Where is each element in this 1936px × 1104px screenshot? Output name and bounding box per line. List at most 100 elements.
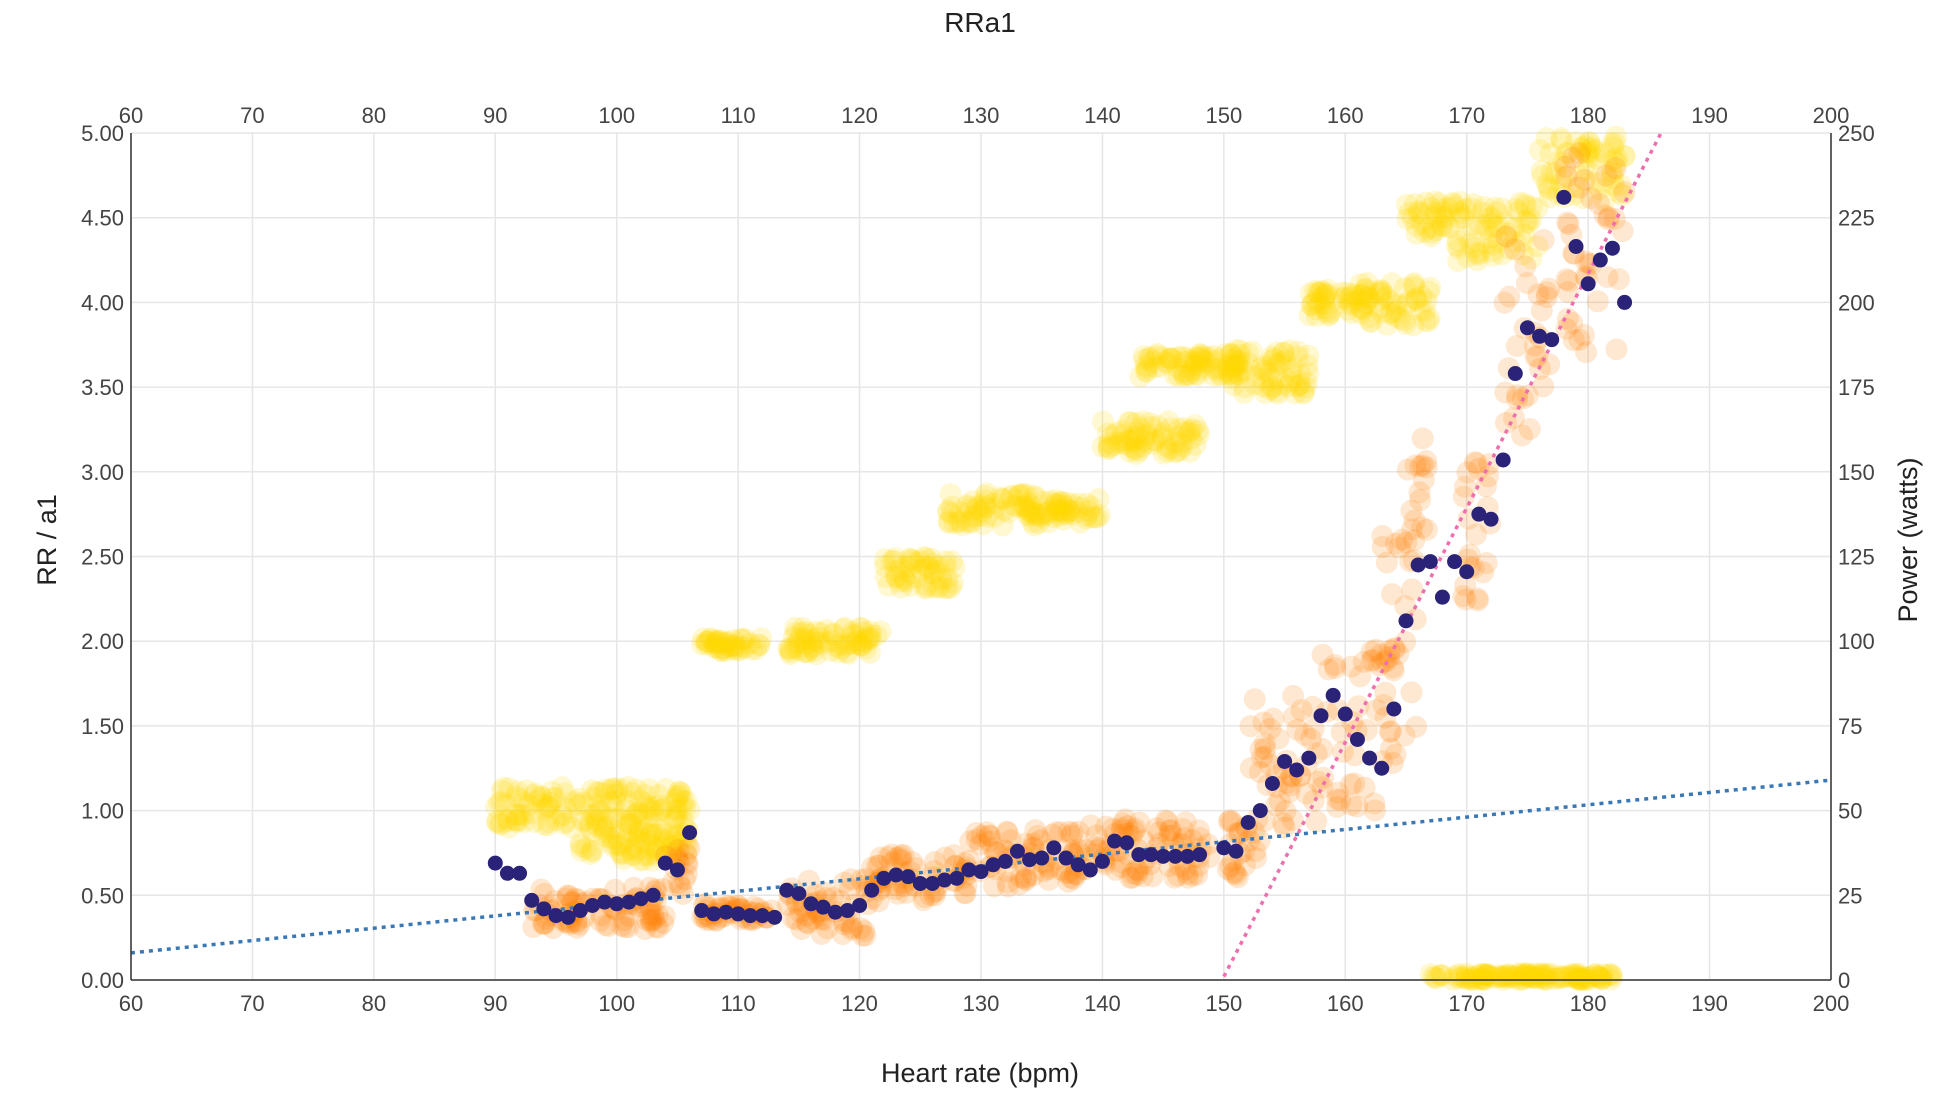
rr-a1-raw-point (531, 912, 554, 935)
power-point (1404, 288, 1427, 311)
rr-a1-raw-point (996, 871, 1019, 894)
rr-a1-raw-point (1104, 858, 1127, 881)
y-tick-label: 3.00 (81, 460, 124, 485)
power-point (645, 838, 668, 861)
power-point (1512, 243, 1535, 266)
power-point (810, 632, 833, 655)
rr-a1-raw-point (810, 908, 833, 931)
power-point (1367, 281, 1390, 304)
power-point (1122, 429, 1145, 452)
power-point (634, 797, 657, 820)
y-tick-label: 0.00 (81, 968, 124, 993)
power-point (1570, 967, 1593, 990)
power-point (1550, 967, 1573, 990)
power-point (1023, 485, 1046, 508)
rr-a1-raw-point (913, 886, 936, 909)
rr-a1-raw-point (1015, 869, 1038, 892)
power-point (884, 559, 907, 582)
power-point (628, 789, 651, 812)
power-point (1178, 422, 1201, 445)
power-point (622, 803, 645, 826)
power-point (800, 631, 823, 654)
power-point (890, 576, 913, 599)
power-point (827, 641, 850, 664)
rr-a1-raw-point (1059, 866, 1082, 889)
power-point (629, 848, 652, 871)
power-point (1451, 966, 1474, 989)
power-point (1535, 967, 1558, 990)
power-point (745, 638, 768, 661)
power-point (649, 794, 672, 817)
power-point (1431, 214, 1454, 237)
power-point (1490, 197, 1513, 220)
rr-a1-raw-point (1456, 548, 1479, 571)
rr-a1-raw-point (1177, 866, 1200, 889)
power-point (640, 822, 663, 845)
power-point (1350, 284, 1373, 307)
rr-a1-mean-point (1374, 760, 1390, 776)
power-point (1574, 135, 1597, 158)
rr-a1-raw-point (1045, 821, 1068, 844)
rr-a1-raw-point (1561, 146, 1584, 169)
power-point (666, 799, 689, 822)
rr-a1-mean-point (609, 896, 625, 912)
power-point (1404, 287, 1427, 310)
rr-a1-mean-point (1422, 554, 1438, 570)
power-point (674, 797, 697, 820)
power-point (638, 778, 661, 801)
rr-a1-raw-point (1456, 461, 1479, 484)
rr-a1-mean-point (1386, 701, 1402, 717)
rr-a1-mean-point (803, 896, 819, 912)
power-point (1416, 217, 1439, 240)
power-point (1025, 486, 1048, 509)
power-point (1259, 378, 1282, 401)
power-point (729, 635, 752, 658)
rr-a1-raw-point (1124, 817, 1147, 840)
power-point (645, 823, 668, 846)
rr-a1-raw-point (1349, 665, 1372, 688)
rr-a1-raw-point (1535, 281, 1558, 304)
power-point (692, 627, 715, 650)
power-point (1144, 429, 1167, 452)
power-point (628, 830, 651, 853)
power-point (602, 795, 625, 818)
power-point (1492, 965, 1515, 988)
rr-a1-raw-point (643, 908, 666, 931)
power-point (1224, 347, 1247, 370)
power-point (1300, 294, 1323, 317)
power-point (1310, 281, 1333, 304)
power-point (1045, 492, 1068, 515)
rr-a1-raw-point (854, 924, 877, 947)
power-point (1465, 242, 1488, 265)
power-point (1318, 303, 1341, 326)
power-point (1161, 347, 1184, 370)
rr-a1-raw-point (1160, 824, 1183, 847)
rr-a1-raw-point (1060, 824, 1083, 847)
power-point (1483, 216, 1506, 239)
rr-a1-raw-point (594, 914, 617, 937)
power-point (578, 816, 601, 839)
power-point (1514, 194, 1537, 217)
power-point (572, 791, 595, 814)
power-point (1491, 965, 1514, 988)
power-point (1135, 360, 1158, 383)
power-point (779, 641, 802, 664)
power-point (1455, 968, 1478, 991)
rr-a1-raw-point (555, 887, 578, 910)
power-point (792, 627, 815, 650)
power-point (1611, 184, 1634, 207)
power-point (869, 620, 892, 643)
power-point (1308, 293, 1331, 316)
power-point (1124, 411, 1147, 434)
power-point (1409, 299, 1432, 322)
power-point (1550, 126, 1573, 149)
rr-a1-raw-point (1032, 860, 1055, 883)
power-point (1016, 498, 1039, 521)
power-point (1184, 433, 1207, 456)
power-point (1294, 376, 1317, 399)
power-point (1593, 142, 1616, 165)
power-point (1340, 302, 1363, 325)
power-point (1173, 421, 1196, 444)
power-point (1244, 364, 1267, 387)
power-point (1218, 353, 1241, 376)
